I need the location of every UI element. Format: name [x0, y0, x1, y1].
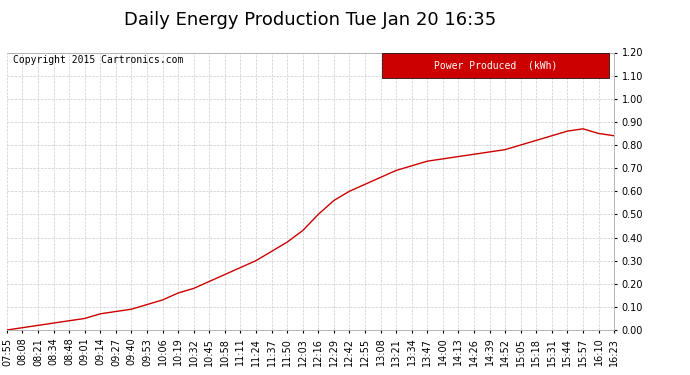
Text: Copyright 2015 Cartronics.com: Copyright 2015 Cartronics.com	[13, 55, 184, 65]
Text: Daily Energy Production Tue Jan 20 16:35: Daily Energy Production Tue Jan 20 16:35	[124, 11, 497, 29]
Text: Power Produced  (kWh): Power Produced (kWh)	[434, 60, 558, 70]
FancyBboxPatch shape	[382, 53, 609, 78]
